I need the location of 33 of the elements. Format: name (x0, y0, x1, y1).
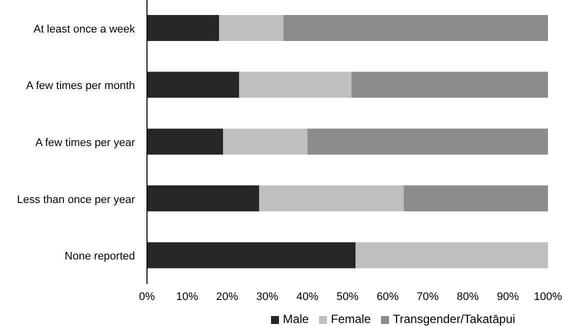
x-tick-label: 80% (456, 290, 480, 303)
x-tick-label: 10% (176, 290, 198, 303)
y-tick-label: A few times per year (35, 137, 136, 149)
y-tick-label: Less than once per year (16, 194, 136, 206)
bar (283, 15, 548, 41)
x-tick-label: 70% (416, 290, 439, 303)
bar (352, 72, 548, 98)
y-tick-label: A few times per month (26, 80, 135, 92)
bar (259, 185, 404, 212)
x-tick-label: 0% (139, 290, 156, 303)
bar (147, 185, 260, 212)
bar (223, 128, 308, 155)
y-tick-label: None reported (64, 250, 135, 263)
x-tick-label: 30% (256, 290, 279, 303)
x-tick-label: 20% (216, 290, 238, 303)
bar (147, 242, 356, 268)
x-tick-label: 50% (336, 290, 359, 303)
bar (147, 72, 240, 98)
x-tick-label: 40% (296, 290, 319, 303)
legend-label: Transgender/Takatāpui (392, 312, 516, 326)
bar (356, 242, 548, 268)
bar (307, 128, 548, 155)
bar (404, 185, 548, 212)
legend-label: Female (330, 312, 371, 326)
bar (239, 72, 352, 98)
legend-label: Male (282, 312, 309, 326)
bar (219, 15, 284, 41)
x-tick-label: 100% (534, 290, 562, 303)
y-tick-label: At least once a week (33, 23, 136, 36)
x-tick-label: 90% (496, 290, 520, 303)
x-tick-label: 60% (376, 290, 399, 303)
bar (147, 15, 220, 41)
bar (147, 128, 224, 155)
